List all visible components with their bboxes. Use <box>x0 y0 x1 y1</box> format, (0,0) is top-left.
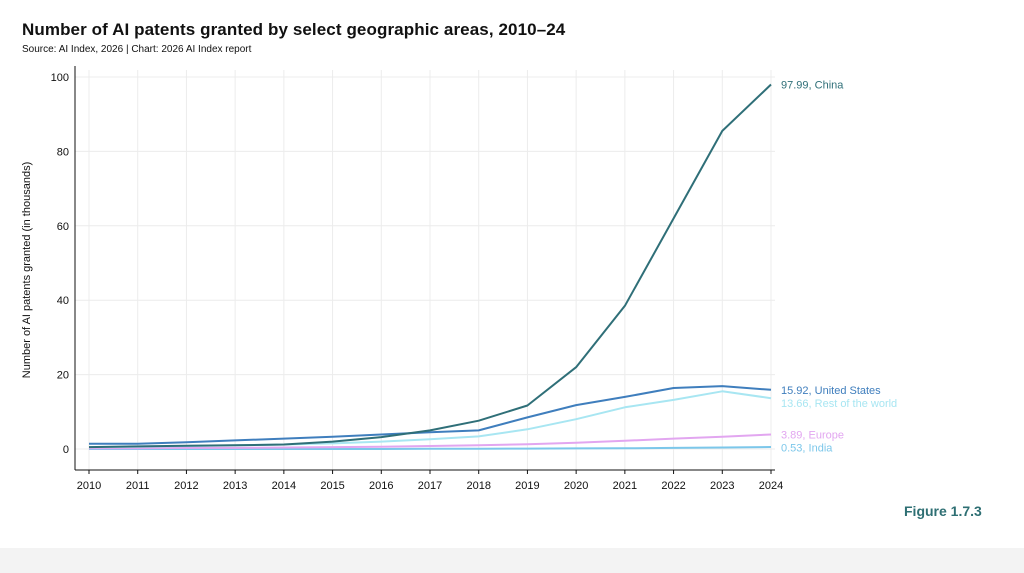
y-tick-label: 0 <box>63 444 69 456</box>
series-lines <box>88 83 772 450</box>
end-label-rest-of-the-world: 13.66, Rest of the world <box>781 398 897 410</box>
x-tick-label: 2016 <box>369 480 393 492</box>
x-tick-label: 2013 <box>223 480 247 492</box>
x-tick-label: 2014 <box>272 480 296 492</box>
series-line-india <box>89 446 772 450</box>
bottom-band <box>0 548 1024 573</box>
x-tick-label: 2010 <box>77 480 101 492</box>
x-tick-label: 2018 <box>466 480 490 492</box>
axes <box>74 66 775 471</box>
x-tick-label: 2011 <box>126 480 150 492</box>
series-line-united-states <box>89 385 772 445</box>
x-tick-label: 2020 <box>564 480 588 492</box>
end-label-india: 0.53, India <box>781 443 833 455</box>
y-tick-label: 20 <box>57 370 69 382</box>
x-tick-label: 2012 <box>174 480 198 492</box>
y-tick-label: 40 <box>57 295 69 307</box>
series-line-europe <box>89 433 772 450</box>
end-label-united-states: 15.92, United States <box>781 385 881 397</box>
chart-title: Number of AI patents granted by select g… <box>22 20 566 39</box>
x-axis-ticks: 2010 2011 2012 2013 2014 2015 2016 2017 2018 2019… <box>77 470 783 492</box>
y-axis-title: Number of AI patents granted (in thousan… <box>21 162 33 378</box>
x-tick-label: 2021 <box>613 480 637 492</box>
x-tick-label: 2015 <box>320 480 344 492</box>
figure-label: Figure 1.7.3 <box>904 503 982 519</box>
series-line-china <box>88 83 772 449</box>
x-tick-label: 2019 <box>515 480 539 492</box>
y-axis-ticks: 0 20 40 60 80 100 <box>51 72 69 456</box>
x-tick-label: 2017 <box>418 480 442 492</box>
chart-subtitle: Source: AI Index, 2026 | Chart: 2026 AI … <box>22 44 252 55</box>
end-label-china: 97.99, China <box>781 79 844 91</box>
y-tick-label: 60 <box>57 221 69 233</box>
y-tick-label: 100 <box>51 72 69 84</box>
x-tick-label: 2023 <box>710 480 734 492</box>
y-tick-label: 80 <box>57 146 69 158</box>
x-tick-label: 2024 <box>759 480 783 492</box>
x-tick-label: 2022 <box>661 480 685 492</box>
grid <box>75 70 775 470</box>
end-label-europe: 3.89, Europe <box>781 430 844 442</box>
